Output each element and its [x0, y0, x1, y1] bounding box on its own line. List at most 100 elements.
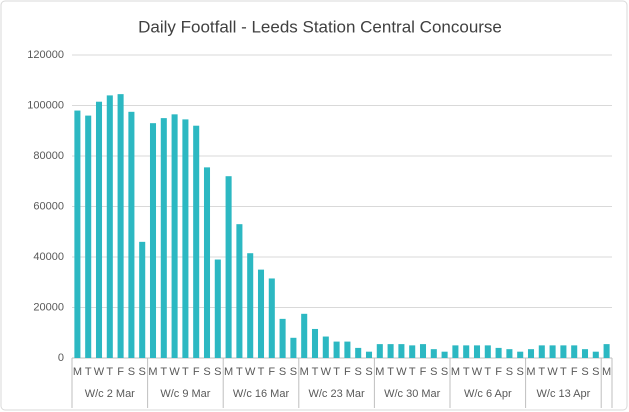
- x-tick-label: S: [430, 366, 437, 378]
- bar: [171, 114, 178, 359]
- bar: [85, 115, 92, 358]
- x-tick-label: T: [236, 366, 243, 378]
- bar: [441, 351, 448, 358]
- x-tick-label: F: [420, 366, 427, 378]
- y-tick-label: 40000: [33, 251, 64, 263]
- x-tick-label: T: [409, 366, 416, 378]
- x-tick-label: S: [517, 366, 524, 378]
- x-tick-label: W: [245, 366, 256, 378]
- x-tick-label: W: [547, 366, 558, 378]
- bar: [236, 224, 243, 358]
- x-tick-label: S: [290, 366, 297, 378]
- x-tick-label: S: [355, 366, 362, 378]
- x-tick-label: F: [268, 366, 275, 378]
- x-tick-label: T: [160, 366, 167, 378]
- bar: [311, 328, 319, 358]
- x-tick-label: M: [375, 366, 384, 378]
- x-tick-label: F: [193, 366, 200, 378]
- group-label: W/c 23 Mar: [308, 388, 365, 400]
- group-label: W/c 2 Mar: [85, 388, 135, 400]
- bar: [322, 336, 329, 358]
- bar: [160, 118, 167, 358]
- y-tick-label: 120000: [27, 49, 64, 61]
- bar: [473, 345, 481, 358]
- bar: [419, 344, 427, 358]
- chart-title: Daily Footfall - Leeds Station Central C…: [138, 17, 502, 36]
- bar: [517, 351, 524, 358]
- x-tick-label: T: [387, 366, 394, 378]
- bar: [74, 110, 81, 358]
- x-tick-label: T: [182, 366, 189, 378]
- bar: [279, 318, 286, 358]
- bar: [128, 111, 135, 358]
- bar: [355, 347, 362, 358]
- bar: [106, 95, 113, 359]
- bar: [506, 349, 513, 358]
- bar: [581, 349, 589, 358]
- x-tick-label: W: [94, 366, 105, 378]
- x-tick-label: M: [224, 366, 233, 378]
- bar: [182, 119, 189, 358]
- bar: [592, 351, 599, 358]
- x-tick-label: M: [526, 366, 535, 378]
- bar: [365, 351, 373, 358]
- bar: [571, 345, 578, 358]
- x-tick-label: T: [463, 366, 470, 378]
- x-tick-label: S: [365, 366, 372, 378]
- x-tick-label: W: [169, 366, 180, 378]
- group-label: W/c 30 Mar: [384, 388, 441, 400]
- y-tick-label: 60000: [33, 200, 64, 212]
- bar: [214, 259, 221, 358]
- group-label: W/c 9 Mar: [160, 388, 210, 400]
- x-tick-label: W: [321, 366, 332, 378]
- bar: [452, 345, 459, 358]
- x-tick-label: W: [472, 366, 483, 378]
- bar: [549, 345, 556, 358]
- y-tick-label: 0: [58, 352, 64, 364]
- bar: [268, 278, 275, 358]
- x-tick-label: S: [279, 366, 286, 378]
- x-tick-label: S: [441, 366, 448, 378]
- x-tick-label: T: [484, 366, 491, 378]
- bar: [203, 167, 211, 358]
- x-tick-label: T: [106, 366, 113, 378]
- bar: [301, 313, 308, 358]
- bar: [538, 345, 545, 358]
- x-tick-label: S: [581, 366, 588, 378]
- x-tick-label: F: [117, 366, 124, 378]
- x-tick-label: T: [258, 366, 265, 378]
- bar: [560, 345, 567, 358]
- bar: [139, 241, 146, 358]
- x-tick-label: M: [73, 366, 82, 378]
- bar: [463, 345, 470, 358]
- bar: [484, 345, 491, 358]
- x-tick-label: M: [451, 366, 460, 378]
- bar: [387, 344, 394, 358]
- group-label: W/c 6 Apr: [464, 388, 512, 400]
- x-tick-label: M: [602, 366, 611, 378]
- y-tick-label: 80000: [33, 150, 64, 162]
- x-tick-label: M: [148, 366, 157, 378]
- x-tick-label: S: [592, 366, 599, 378]
- x-tick-label: F: [495, 366, 502, 378]
- bar: [95, 101, 103, 359]
- x-tick-label: F: [571, 366, 578, 378]
- bar: [376, 344, 383, 358]
- bar: [257, 269, 265, 358]
- x-tick-label: S: [139, 366, 146, 378]
- bar: [247, 253, 254, 358]
- y-tick-label: 20000: [33, 301, 64, 313]
- x-tick-label: T: [333, 366, 340, 378]
- bar: [333, 341, 340, 358]
- bar: [344, 341, 351, 358]
- bar: [430, 349, 437, 358]
- bar: [290, 337, 297, 358]
- x-tick-label: S: [214, 366, 221, 378]
- x-tick-label: T: [312, 366, 319, 378]
- bar: [225, 176, 232, 358]
- x-tick-label: M: [300, 366, 309, 378]
- x-tick-label: S: [203, 366, 210, 378]
- bar: [117, 94, 124, 358]
- x-tick-label: S: [128, 366, 135, 378]
